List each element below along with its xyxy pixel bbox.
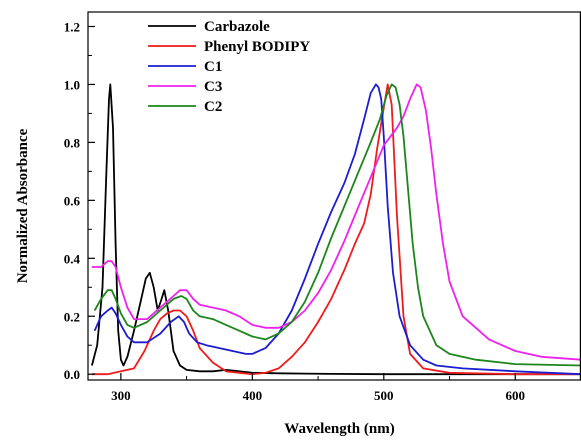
- y-tick-label: 0.8: [64, 135, 81, 150]
- y-tick-label: 0.2: [64, 309, 80, 324]
- legend-label: C1: [204, 59, 222, 75]
- legend-label: Carbazole: [204, 19, 270, 35]
- legend-label: C3: [204, 79, 222, 95]
- x-tick-label: 500: [374, 388, 394, 403]
- x-tick-label: 400: [243, 388, 263, 403]
- legend-label: Phenyl BODIPY: [204, 39, 310, 55]
- y-tick-label: 0.6: [64, 193, 81, 208]
- plot-frame: [87, 11, 581, 381]
- y-axis-ticks: 0.0 0.2 0.4 0.6 0.8 1.0 1.2: [64, 19, 95, 382]
- y-axis-title: Normalized Absorbance: [15, 128, 31, 283]
- series-line-3: [93, 83, 581, 376]
- x-axis-ticks: 300 400 500 600: [111, 373, 581, 403]
- legend-label: C2: [204, 99, 222, 115]
- series-lines: [91, 83, 581, 376]
- legend: Carbazole Phenyl BODIPY C1 C3 C2: [148, 19, 310, 115]
- y-tick-label: 1.2: [64, 19, 80, 34]
- y-tick-label: 1.0: [64, 77, 80, 92]
- series-line-5: [93, 83, 581, 367]
- series-line-4: [91, 83, 581, 361]
- series-line-1: [91, 83, 581, 376]
- y-tick-label: 0.0: [64, 367, 80, 382]
- y-tick-label: 0.4: [64, 251, 81, 266]
- series-line-2: [91, 83, 581, 376]
- x-tick-label: 600: [506, 388, 526, 403]
- x-axis-title: Wavelength (nm): [284, 421, 394, 437]
- x-tick-label: 300: [111, 388, 131, 403]
